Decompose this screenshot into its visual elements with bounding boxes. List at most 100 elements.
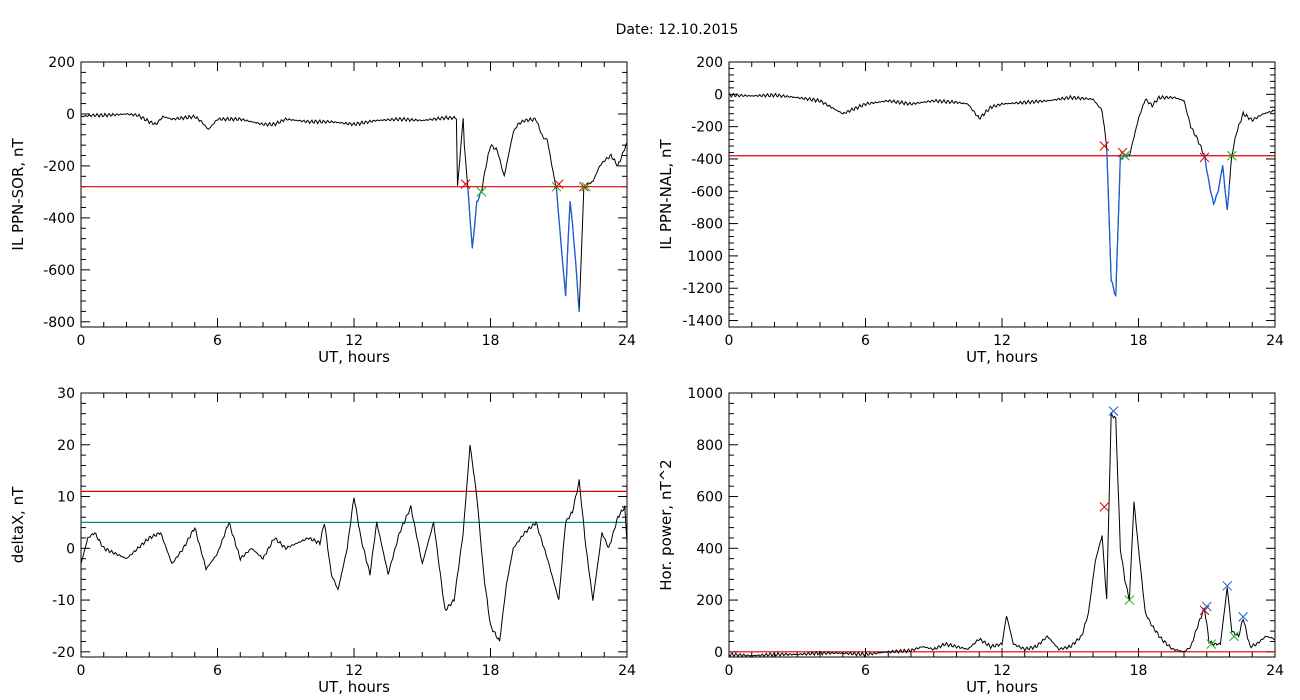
x-tick-label: 24 (1266, 663, 1284, 679)
y-tick-label: -800 (691, 217, 723, 233)
x-tick-label: 6 (213, 663, 222, 679)
plot-area (729, 411, 1275, 657)
marker-stroke (553, 179, 564, 189)
event-marker (553, 179, 564, 189)
y-tick-label: -200 (691, 120, 723, 136)
event-marker (1199, 152, 1210, 163)
series-line (81, 444, 627, 642)
y-tick-label: -20 (52, 645, 75, 661)
y-tick-label: 200 (696, 55, 723, 71)
highlighted-segment (1203, 153, 1231, 211)
x-axis-label: UT, hours (318, 348, 390, 366)
marker-stroke (581, 181, 591, 192)
y-tick-label: -400 (43, 211, 75, 227)
x-tick-label: 0 (725, 333, 734, 349)
panel-il-ppn-nal: 0 6 12 18 24 200 0 -200 -400 -600 -800 1000 -1200 -14… (657, 55, 1284, 366)
y-tick-label: 0 (714, 87, 723, 103)
x-tick-label: 24 (618, 663, 636, 679)
y-tick-label: -1400 (682, 314, 723, 330)
x-tick-label: 18 (1130, 663, 1148, 679)
x-tick-label: 0 (77, 663, 86, 679)
event-marker (1124, 595, 1135, 605)
marker-stroke (460, 179, 471, 189)
x-tick-label: 18 (1130, 333, 1148, 349)
event-marker (476, 187, 487, 197)
plot-frame (728, 61, 1276, 328)
y-tick-label: 10 (57, 490, 75, 506)
event-marker (1108, 406, 1119, 416)
marker-stroke (476, 187, 487, 197)
x-tick-label: 0 (725, 663, 734, 679)
y-tick-label: 1000 (687, 386, 723, 402)
event-marker (1238, 612, 1249, 622)
event-marker (581, 181, 591, 192)
y-tick-label: 600 (696, 490, 723, 506)
x-tick-label: 18 (482, 663, 500, 679)
x-tick-label: 12 (993, 663, 1011, 679)
marker-stroke (1226, 150, 1237, 161)
x-tick-label: 24 (618, 333, 636, 349)
y-tick-label: -600 (43, 263, 75, 279)
y-tick-label: 200 (48, 55, 75, 71)
y-tick-label: -400 (691, 152, 723, 168)
highlighted-segment (467, 186, 482, 249)
y-tick-label: -800 (43, 315, 75, 331)
y-tick-label: -10 (52, 593, 75, 609)
x-tick-label: 0 (77, 333, 86, 349)
marker-stroke (1222, 580, 1233, 591)
event-marker (578, 181, 589, 192)
event-marker (1206, 639, 1217, 649)
y-tick-label: -200 (43, 159, 75, 175)
x-tick-label: 12 (345, 663, 363, 679)
marker-stroke (1229, 631, 1239, 642)
marker-stroke (1238, 612, 1249, 622)
plot-area (729, 92, 1275, 298)
y-tick-label: 0 (66, 541, 75, 557)
event-marker (1119, 150, 1130, 161)
series-line (81, 112, 627, 312)
x-tick-label: 6 (213, 333, 222, 349)
marker-stroke (1108, 406, 1119, 416)
y-tick-label: 1000 (687, 249, 723, 265)
x-tick-label: 6 (861, 333, 870, 349)
event-marker (1222, 580, 1233, 591)
x-tick-label: 18 (482, 333, 500, 349)
series-line (729, 92, 1275, 297)
plot-frame (80, 61, 628, 328)
y-tick-label: 0 (66, 107, 75, 123)
figure-title: Date: 12.10.2015 (616, 22, 739, 38)
event-marker (1201, 601, 1212, 612)
event-marker (1229, 631, 1239, 642)
marker-stroke (1124, 595, 1135, 605)
y-tick-label: 0 (714, 645, 723, 661)
marker-stroke (1117, 147, 1128, 158)
x-axis-label: UT, hours (318, 678, 390, 696)
highlighted-segment (1106, 147, 1130, 298)
y-axis-label: deltaX, nT (9, 486, 27, 563)
marker-stroke (1199, 152, 1210, 163)
series-line (729, 411, 1275, 657)
y-tick-label: 200 (696, 593, 723, 609)
x-tick-label: 12 (993, 333, 1011, 349)
y-tick-label: 20 (57, 438, 75, 454)
plot-frame (80, 392, 628, 658)
panel-il-ppn-sor: 0 6 12 18 24 200 0 -200 -400 -600 -800 UT, hours IL … (9, 55, 636, 366)
y-tick-label: -1200 (682, 281, 723, 297)
panel-deltax: 0 6 12 18 24 30 20 10 0 -10 -20 UT, hours deltaX, nT (9, 386, 636, 696)
y-axis-label: Hor. power, nT^2 (657, 459, 675, 590)
marker-stroke (578, 181, 589, 192)
y-axis-label: IL PPN-NAL, nT (657, 139, 675, 250)
x-tick-label: 6 (861, 663, 870, 679)
x-tick-label: 12 (345, 333, 363, 349)
x-tick-label: 24 (1266, 333, 1284, 349)
event-marker (460, 179, 471, 189)
event-marker (1099, 141, 1110, 151)
event-marker (1226, 150, 1237, 161)
x-axis-label: UT, hours (966, 348, 1038, 366)
y-tick-label: -600 (691, 184, 723, 200)
panel-horizontal-power: 0 6 12 18 24 1000 800 600 400 200 0 UT, hours Hor. p… (657, 386, 1284, 696)
marker-stroke (1099, 141, 1110, 151)
plot-area (81, 112, 627, 312)
marker-stroke (1206, 639, 1217, 649)
